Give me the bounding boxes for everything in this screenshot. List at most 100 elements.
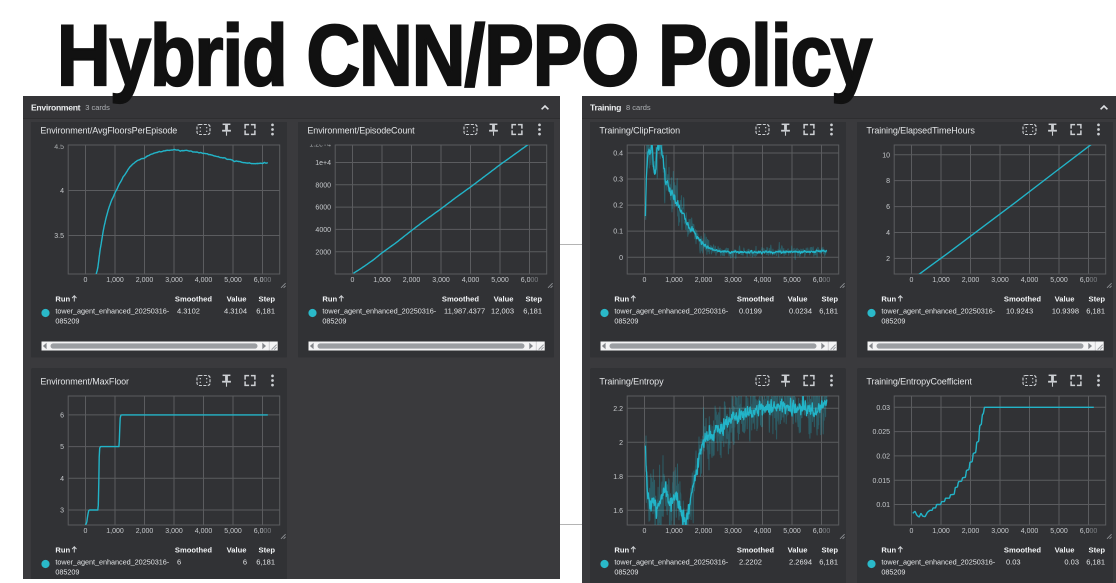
svg-text:0: 0 <box>84 276 88 283</box>
svg-text:5: 5 <box>60 444 64 451</box>
svg-text:2,000: 2,000 <box>695 276 713 283</box>
svg-text:6,000: 6,000 <box>254 276 272 283</box>
svg-text:tower_agent_enhanced_20250316-: tower_agent_enhanced_20250316- <box>881 306 995 315</box>
svg-text:1,000: 1,000 <box>932 528 950 535</box>
svg-text:tower_agent_enhanced_20250316-: tower_agent_enhanced_20250316- <box>614 558 728 567</box>
svg-text:Step: Step <box>822 294 839 303</box>
svg-text:6000: 6000 <box>315 204 331 211</box>
svg-text:Training/EntropyCoefficient: Training/EntropyCoefficient <box>866 377 972 387</box>
svg-text:1.8: 1.8 <box>613 474 623 481</box>
svg-text:tower_agent_enhanced_20250316-: tower_agent_enhanced_20250316- <box>614 306 728 315</box>
svg-text:Run: Run <box>881 546 896 555</box>
svg-text:3,000: 3,000 <box>165 528 183 535</box>
svg-text:Step: Step <box>822 546 839 555</box>
svg-text:Value: Value <box>227 546 247 555</box>
svg-text:6,000: 6,000 <box>813 528 831 535</box>
svg-text:2: 2 <box>619 440 623 447</box>
svg-text:4,000: 4,000 <box>195 276 213 283</box>
svg-text:Run: Run <box>55 294 70 303</box>
svg-text:0.025: 0.025 <box>872 429 890 436</box>
svg-text:0.02: 0.02 <box>876 454 890 461</box>
svg-text:2.2694: 2.2694 <box>789 558 812 567</box>
svg-text:Value: Value <box>1055 546 1075 555</box>
svg-text:6,181: 6,181 <box>256 306 275 315</box>
svg-text:Training/ElapsedTimeHours: Training/ElapsedTimeHours <box>866 125 975 135</box>
svg-text:1,000: 1,000 <box>665 276 683 283</box>
svg-text:085209: 085209 <box>55 316 79 325</box>
svg-text:Run: Run <box>614 294 629 303</box>
svg-text:6: 6 <box>243 558 247 567</box>
svg-text:2000: 2000 <box>315 249 331 256</box>
svg-text:1,000: 1,000 <box>106 276 124 283</box>
svg-text:Environment/EpisodeCount: Environment/EpisodeCount <box>307 125 415 135</box>
svg-text:3,000: 3,000 <box>724 528 742 535</box>
svg-text:3,000: 3,000 <box>724 276 742 283</box>
svg-text:Environment/MaxFloor: Environment/MaxFloor <box>40 377 129 387</box>
svg-text:5,000: 5,000 <box>783 276 801 283</box>
svg-text:5,000: 5,000 <box>1050 528 1068 535</box>
svg-text:10.9398: 10.9398 <box>1052 306 1079 315</box>
svg-text:6,181: 6,181 <box>819 558 838 567</box>
svg-text:5,000: 5,000 <box>224 276 242 283</box>
svg-text:6,000: 6,000 <box>1080 276 1098 283</box>
svg-text:6: 6 <box>177 558 181 567</box>
svg-text:6,181: 6,181 <box>1086 306 1105 315</box>
svg-text:085209: 085209 <box>881 316 905 325</box>
svg-text:6,000: 6,000 <box>1080 528 1098 535</box>
svg-text:2,000: 2,000 <box>403 276 421 283</box>
svg-text:085209: 085209 <box>614 316 638 325</box>
svg-text:085209: 085209 <box>614 568 638 577</box>
svg-text:4,000: 4,000 <box>462 276 480 283</box>
svg-text:0: 0 <box>619 254 623 261</box>
svg-text:Run: Run <box>322 294 337 303</box>
svg-text:Smoothed: Smoothed <box>737 546 774 555</box>
svg-text:Run: Run <box>55 546 70 555</box>
svg-text:8000: 8000 <box>315 182 331 189</box>
svg-text:1,000: 1,000 <box>106 528 124 535</box>
svg-text:10.9243: 10.9243 <box>1006 306 1033 315</box>
svg-text:Step: Step <box>526 294 543 303</box>
svg-text:6,181: 6,181 <box>256 558 275 567</box>
svg-text:Run: Run <box>881 294 896 303</box>
svg-text:085209: 085209 <box>55 568 79 577</box>
svg-text:0.3: 0.3 <box>613 176 623 183</box>
svg-text:2.2202: 2.2202 <box>739 558 762 567</box>
svg-text:Value: Value <box>788 546 808 555</box>
svg-text:6,000: 6,000 <box>813 276 831 283</box>
svg-text:4: 4 <box>886 230 890 237</box>
svg-text:Step: Step <box>259 294 276 303</box>
svg-text:5,000: 5,000 <box>783 528 801 535</box>
svg-text:1.2e+4: 1.2e+4 <box>309 141 331 148</box>
svg-text:Value: Value <box>494 294 514 303</box>
svg-text:tower_agent_enhanced_20250316-: tower_agent_enhanced_20250316- <box>881 558 995 567</box>
svg-text:0.4: 0.4 <box>613 150 623 157</box>
svg-text:0: 0 <box>910 276 914 283</box>
svg-text:4,000: 4,000 <box>195 528 213 535</box>
svg-text:12,003: 12,003 <box>491 306 514 315</box>
svg-text:1e+4: 1e+4 <box>315 160 331 167</box>
svg-text:1,000: 1,000 <box>665 528 683 535</box>
svg-text:6,181: 6,181 <box>1086 558 1105 567</box>
svg-text:2,000: 2,000 <box>695 528 713 535</box>
svg-text:Smoothed: Smoothed <box>442 294 479 303</box>
svg-text:Smoothed: Smoothed <box>1004 294 1041 303</box>
svg-text:Environment/AvgFloorsPerEpisod: Environment/AvgFloorsPerEpisode <box>40 125 177 135</box>
svg-text:1.6: 1.6 <box>613 508 623 515</box>
svg-text:5,000: 5,000 <box>491 276 509 283</box>
svg-text:0.03: 0.03 <box>1006 558 1021 567</box>
svg-text:4.5: 4.5 <box>54 143 64 150</box>
svg-text:4.3102: 4.3102 <box>177 306 200 315</box>
svg-text:2,000: 2,000 <box>962 528 980 535</box>
svg-text:3,000: 3,000 <box>991 528 1009 535</box>
svg-text:Smoothed: Smoothed <box>737 294 774 303</box>
svg-text:5,000: 5,000 <box>1050 276 1068 283</box>
svg-text:6: 6 <box>886 204 890 211</box>
svg-text:Smoothed: Smoothed <box>175 294 212 303</box>
svg-text:tower_agent_enhanced_20250316-: tower_agent_enhanced_20250316- <box>55 306 169 315</box>
svg-text:085209: 085209 <box>322 316 346 325</box>
svg-text:5,000: 5,000 <box>224 528 242 535</box>
svg-text:Run: Run <box>614 546 629 555</box>
svg-text:4,000: 4,000 <box>754 528 772 535</box>
svg-text:6,000: 6,000 <box>521 276 539 283</box>
svg-text:4,000: 4,000 <box>1021 528 1039 535</box>
